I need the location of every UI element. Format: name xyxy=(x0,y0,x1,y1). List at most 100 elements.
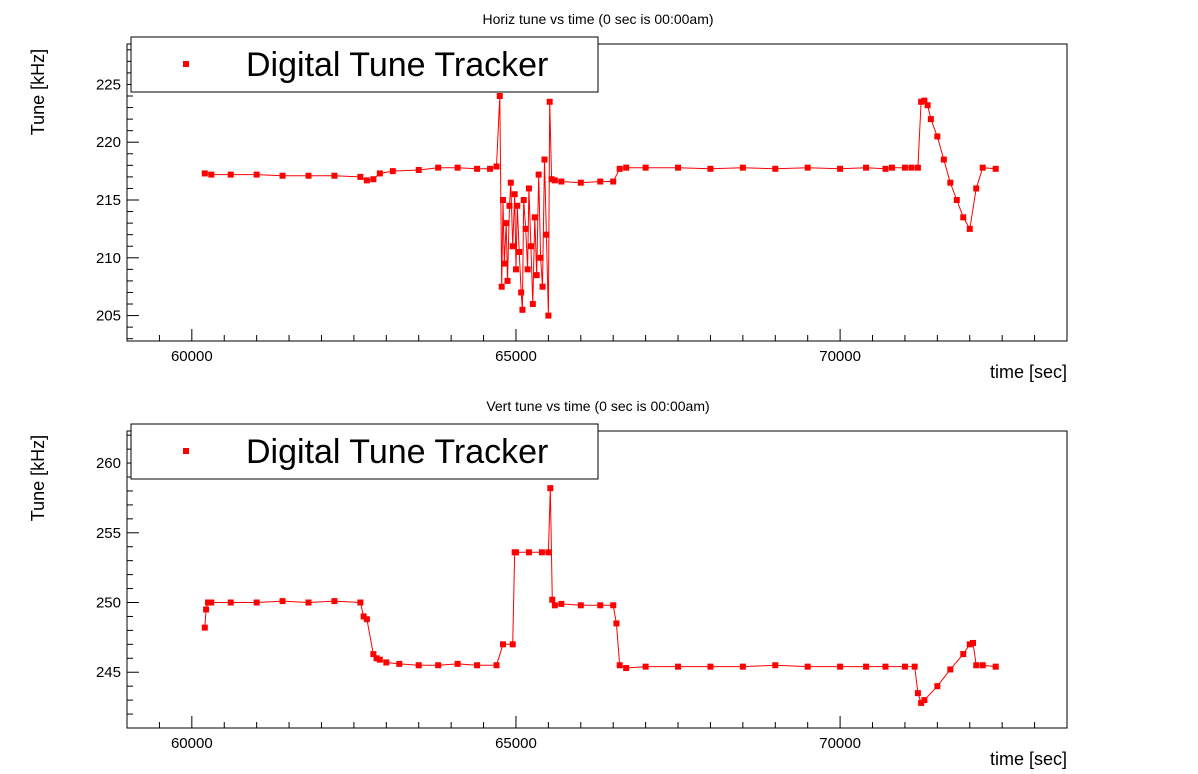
data-point xyxy=(577,602,584,609)
legend-box xyxy=(130,36,599,93)
data-point xyxy=(363,616,370,623)
y-tick-label: 260 xyxy=(96,455,121,472)
data-point xyxy=(888,164,895,171)
data-point xyxy=(558,600,565,607)
data-point xyxy=(522,225,529,232)
data-point xyxy=(331,172,338,179)
data-point xyxy=(739,663,746,670)
data-point xyxy=(549,596,556,603)
data-point xyxy=(538,549,545,556)
data-point xyxy=(279,172,286,179)
data-point xyxy=(396,660,403,667)
data-point xyxy=(547,485,554,492)
data-point xyxy=(577,179,584,186)
data-point xyxy=(953,197,960,204)
data-point xyxy=(514,202,521,209)
data-point xyxy=(613,620,620,627)
data-point xyxy=(541,156,548,163)
data-point xyxy=(921,697,928,704)
data-point xyxy=(493,662,500,669)
data-point xyxy=(914,164,921,171)
data-point xyxy=(208,599,215,606)
data-point xyxy=(992,165,999,172)
data-point xyxy=(500,197,506,204)
data-point xyxy=(500,641,506,648)
data-point xyxy=(415,166,422,173)
data-point xyxy=(506,202,513,209)
data-point xyxy=(504,277,511,284)
data-point xyxy=(535,171,542,178)
chart-title: Horiz tune vs time (0 sec is 00:00am) xyxy=(482,11,713,27)
data-point xyxy=(539,283,546,290)
data-point xyxy=(519,306,526,313)
data-point xyxy=(934,683,941,690)
data-point xyxy=(203,606,210,613)
data-point xyxy=(545,312,552,319)
data-point xyxy=(901,164,908,171)
data-point xyxy=(551,602,558,609)
y-tick-label: 250 xyxy=(96,595,121,612)
data-point xyxy=(524,266,531,273)
legend-marker xyxy=(183,61,189,67)
series-line xyxy=(204,95,996,316)
data-point xyxy=(947,666,954,673)
y-tick-label: 225 xyxy=(96,76,121,93)
data-point xyxy=(675,663,682,670)
data-point xyxy=(921,97,928,104)
data-point xyxy=(863,663,870,670)
data-point xyxy=(501,260,508,267)
data-point xyxy=(376,656,383,663)
data-point xyxy=(279,598,286,605)
y-tick-label: 220 xyxy=(96,134,121,151)
data-point xyxy=(918,98,925,105)
data-point xyxy=(373,655,380,662)
data-point xyxy=(610,602,617,609)
data-point xyxy=(357,599,364,606)
data-point xyxy=(973,662,980,669)
data-point xyxy=(360,613,367,620)
data-point xyxy=(503,220,510,227)
data-point xyxy=(331,598,338,605)
data-point xyxy=(837,165,844,172)
data-point xyxy=(960,651,967,658)
data-point xyxy=(642,164,649,171)
data-point xyxy=(610,178,617,185)
data-point xyxy=(357,173,364,180)
data-point xyxy=(597,178,604,185)
data-point xyxy=(370,176,377,183)
data-point xyxy=(616,165,623,172)
data-point xyxy=(934,133,941,140)
data-point xyxy=(623,164,630,171)
y-tick-label: 215 xyxy=(96,192,121,209)
y-tick-label: 210 xyxy=(96,250,121,267)
data-point xyxy=(543,231,550,238)
data-point xyxy=(520,197,527,204)
y-axis-label: Tune [kHz] xyxy=(28,49,48,135)
data-point xyxy=(227,171,234,178)
data-point xyxy=(901,663,908,670)
data-point xyxy=(707,663,714,670)
data-point xyxy=(527,243,534,250)
data-point xyxy=(940,156,947,163)
y-axis-label: Tune [kHz] xyxy=(28,435,48,521)
data-series xyxy=(201,485,999,706)
data-point xyxy=(545,549,552,556)
data-point xyxy=(474,165,481,172)
data-point xyxy=(507,179,514,186)
data-point xyxy=(911,663,918,670)
data-point xyxy=(305,172,312,179)
data-point xyxy=(546,98,553,105)
data-point xyxy=(525,549,532,556)
x-axis-label: time [sec] xyxy=(990,749,1067,769)
data-point xyxy=(201,624,208,631)
data-point xyxy=(979,662,986,669)
data-point xyxy=(979,164,986,171)
data-point xyxy=(914,690,921,697)
data-point xyxy=(558,178,565,185)
data-point xyxy=(383,659,390,666)
data-point xyxy=(512,549,519,556)
x-tick-label: 65000 xyxy=(495,348,537,365)
data-point xyxy=(642,663,649,670)
legend-marker xyxy=(183,448,189,454)
